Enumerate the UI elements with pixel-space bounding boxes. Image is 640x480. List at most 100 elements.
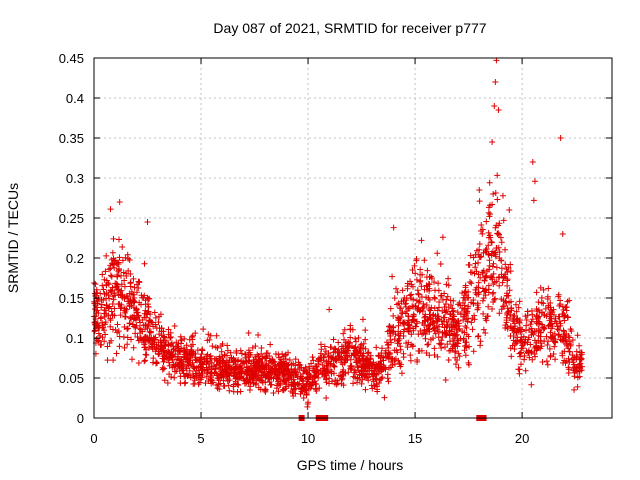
data-point [255,384,262,391]
data-point [509,342,516,349]
data-point [208,372,215,379]
data-point [213,381,220,388]
data-point [412,270,419,277]
data-point [99,322,106,329]
data-point [219,341,226,348]
data-point [123,273,130,280]
data-point [313,366,320,373]
data-point [475,332,482,339]
data-point [552,339,559,346]
data-point [130,344,137,351]
data-point [482,247,489,254]
data-point [116,267,123,274]
data-point [565,364,572,371]
data-point [576,342,583,349]
data-point [534,313,541,320]
data-point [98,314,105,321]
data-point [432,287,439,294]
data-point [504,309,511,316]
data-point [267,341,274,348]
data-point [424,317,431,324]
data-point [573,363,580,370]
data-point [172,361,179,368]
data-point [125,267,132,274]
data-point [407,292,414,299]
data-point [424,341,431,348]
data-point [116,254,123,261]
data-point [389,273,396,280]
data-point [525,334,532,341]
data-point [177,333,184,340]
data-point [311,368,318,375]
data-point [482,330,489,337]
data-point [504,276,511,283]
data-point [107,265,114,272]
data-point [415,331,422,338]
data-point [255,365,262,372]
data-point [353,359,360,366]
data-point [554,323,561,330]
data-point [303,392,310,399]
data-point [345,339,352,346]
data-point [121,277,128,284]
data-point [407,357,414,364]
data-point [479,297,486,304]
data-point [439,321,446,328]
data-point [295,359,302,366]
data-point [355,334,362,341]
data-point [480,326,487,333]
data-point [529,159,536,165]
data-point [152,348,159,355]
data-point [92,306,99,313]
data-point [130,291,137,298]
data-point [341,336,348,343]
data-point [499,279,506,286]
data-point [483,218,490,225]
data-point [283,365,290,372]
data-point [141,358,148,365]
data-point [171,322,178,329]
data-point [281,377,288,384]
data-point [379,345,386,352]
data-point [110,357,117,364]
data-point [394,349,401,356]
data-point [543,358,550,365]
data-point [417,266,424,273]
data-point [111,312,118,319]
data-point [269,369,276,376]
data-point [503,314,510,321]
data-point [445,304,452,311]
data-point [165,349,172,356]
data-point [462,282,469,289]
data-point [190,381,197,388]
data-point [566,334,573,341]
data-point [168,373,175,380]
data-point [108,289,115,296]
data-point [323,375,330,382]
data-point [166,359,173,366]
data-point [455,320,462,327]
data-point [297,375,304,382]
data-point [488,239,495,246]
data-point [131,295,138,302]
data-point [511,312,518,319]
data-point [124,334,131,341]
data-point [246,357,253,364]
data-point [465,294,472,301]
data-point [452,332,459,339]
data-point [171,374,178,381]
data-point [484,268,491,275]
data-point [485,251,492,258]
data-point [134,333,141,340]
data-point [144,219,151,225]
data-point [114,261,121,268]
data-point [493,278,500,285]
data-point [569,351,576,358]
data-point [555,332,562,339]
data-point [237,388,244,395]
data-point [315,361,322,368]
data-point [427,307,434,314]
data-point [140,336,147,343]
data-point [570,367,577,374]
data-point [286,356,293,363]
